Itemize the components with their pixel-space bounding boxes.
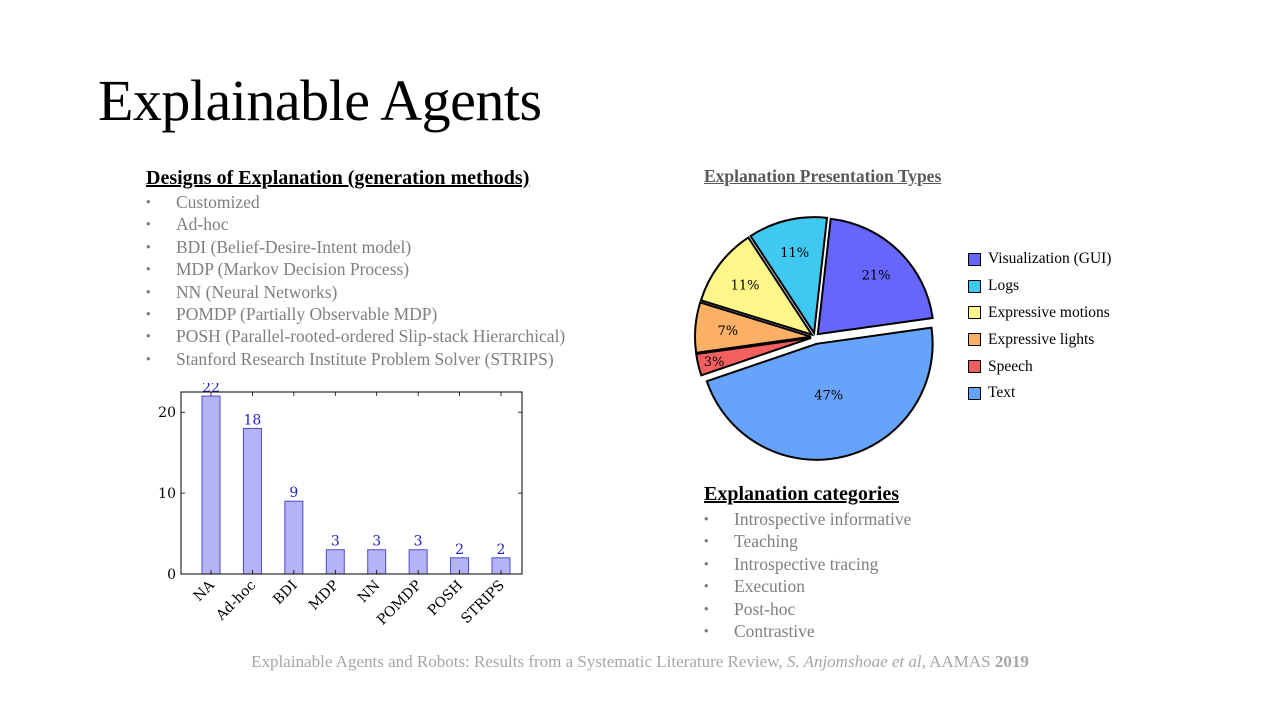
legend-label: Expressive lights	[988, 330, 1095, 348]
design-method-item: POSH (Parallel-rooted-ordered Slip-stack…	[146, 325, 565, 348]
pie-legend: Visualization (GUI) Logs Expressive motion…	[968, 246, 1111, 407]
bar-data-label: 3	[331, 534, 340, 550]
category-item: Teaching	[704, 530, 911, 553]
bar	[201, 395, 221, 575]
plot-frame	[180, 391, 523, 575]
legend-item: Logs	[968, 273, 1111, 300]
bar-data-label: 2	[455, 542, 464, 558]
legend-label: Text	[988, 384, 1016, 402]
bar-data-label: 9	[289, 485, 298, 501]
pie-slice-label: 3%	[704, 355, 725, 370]
y-tick-label: 0	[167, 567, 176, 583]
bar-chart: 0102022NA18Ad-hoc9BDI3MDP3NN3POMDP2POSH2…	[158, 383, 523, 629]
designs-heading: Designs of Explanation (generation metho…	[146, 167, 530, 189]
citation: Explainable Agents and Robots: Results f…	[0, 652, 1280, 672]
presentation-heading: Explanation Presentation Types	[704, 166, 942, 186]
x-tick-label: NA	[191, 577, 219, 605]
pie-slice-label: 47%	[814, 389, 843, 404]
x-tick-label: MDP	[306, 578, 342, 614]
x-tick-label: NN	[355, 578, 384, 607]
category-item: Execution	[704, 575, 911, 598]
design-method-item: POMDP (Partially Observable MDP)	[146, 303, 565, 326]
pie-slice	[695, 336, 812, 377]
x-tick-label: Ad-hoc	[213, 577, 260, 624]
bar-data-label: 3	[372, 534, 381, 550]
legend-label: Logs	[988, 277, 1019, 295]
legend-item: Expressive lights	[968, 326, 1111, 353]
legend-swatch	[968, 360, 981, 374]
citation-venue: , AAMAS	[921, 652, 995, 671]
categories-heading: Explanation categories	[704, 483, 899, 505]
bar-data-label: 2	[497, 542, 506, 558]
pie-slice-label: 11%	[780, 246, 809, 261]
design-method-item: Customized	[146, 191, 565, 214]
pie-chart: 21% 11% 11% 7% 3% 47%	[694, 216, 934, 461]
pie-slice	[816, 217, 934, 336]
legend-swatch	[968, 252, 981, 266]
pie-slice	[749, 216, 829, 336]
designs-list: CustomizedAd-hocBDI (Belief-Desire-Inten…	[146, 191, 565, 371]
x-tick-label: STRIPS	[458, 578, 508, 628]
citation-text: Explainable Agents and Robots: Results f…	[251, 652, 787, 671]
categories-list: Introspective informativeTeachingIntrosp…	[704, 508, 911, 643]
pie-slice-label: 21%	[862, 268, 891, 283]
design-method-item: MDP (Markov Decision Process)	[146, 258, 565, 281]
pie-slice	[694, 301, 812, 354]
design-method-item: NN (Neural Networks)	[146, 281, 565, 304]
legend-item: Text	[968, 380, 1111, 407]
bar	[242, 427, 262, 575]
pie-slice	[699, 236, 815, 337]
legend-item: Expressive motions	[968, 300, 1111, 327]
legend-swatch	[968, 386, 981, 400]
citation-year: 2019	[994, 652, 1029, 671]
y-tick-label: 20	[158, 405, 176, 421]
category-item: Introspective informative	[704, 508, 911, 531]
legend-swatch	[968, 279, 981, 293]
legend-swatch	[968, 333, 981, 347]
category-item: Post-hoc	[704, 598, 911, 621]
bar-data-label: 18	[244, 412, 262, 428]
legend-item: Speech	[968, 353, 1111, 380]
pie-slice-label: 11%	[731, 278, 760, 293]
design-method-item: BDI (Belief-Desire-Intent model)	[146, 236, 565, 259]
bar-data-label: 3	[414, 534, 423, 550]
legend-label: Expressive motions	[988, 303, 1110, 321]
x-tick-label: POMDP	[374, 578, 425, 629]
legend-item: Visualization (GUI)	[968, 246, 1111, 273]
slide-title: Explainable Agents	[98, 68, 542, 133]
pie-slice-label: 7%	[717, 324, 738, 339]
category-item: Contrastive	[704, 620, 911, 643]
legend-label: Speech	[988, 357, 1033, 375]
x-tick-label: BDI	[270, 578, 300, 608]
design-method-item: Ad-hoc	[146, 213, 565, 236]
citation-authors: S. Anjomshoae et al	[786, 652, 922, 671]
bar	[284, 500, 304, 575]
pie-slice	[705, 326, 934, 461]
bar-data-label: 22	[202, 383, 220, 396]
category-item: Introspective tracing	[704, 553, 911, 576]
legend-label: Visualization (GUI)	[988, 250, 1112, 268]
design-method-item: Stanford Research Institute Problem Solv…	[146, 348, 565, 371]
legend-swatch	[968, 306, 981, 320]
y-tick-label: 10	[158, 486, 176, 502]
